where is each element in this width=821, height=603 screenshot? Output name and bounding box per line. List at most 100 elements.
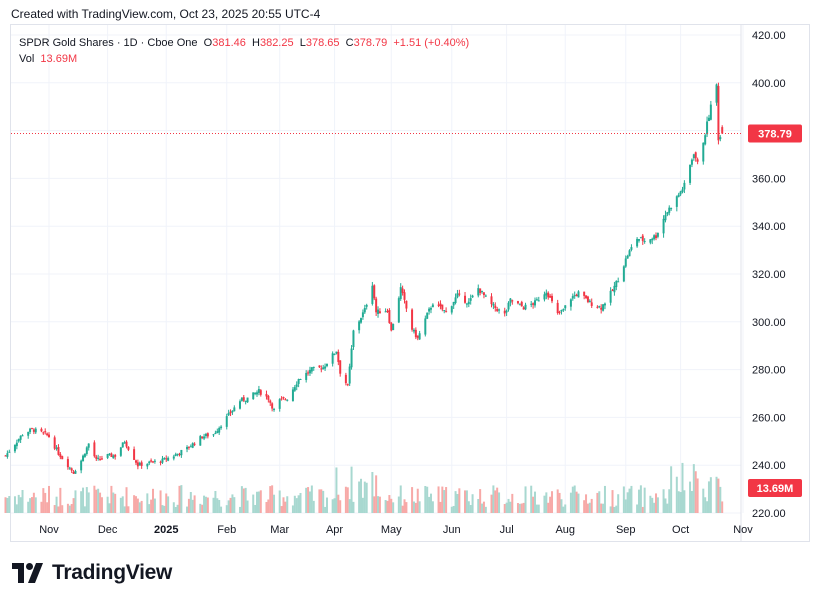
volume-bar [626,492,629,513]
candle-body [127,446,130,450]
candle-body [431,304,434,308]
volume-bar [522,502,525,513]
candle-body [333,353,336,355]
candle-body [284,399,287,401]
candle-body [670,208,673,210]
candle-body [133,449,136,460]
volume-bar [537,504,540,513]
volume-bar [458,488,461,513]
volume-bar [639,485,642,513]
candle-body [227,412,230,416]
candle-body [297,379,300,384]
tradingview-logo[interactable]: TradingView [12,561,172,585]
volume-bar [666,503,669,513]
candle-body [613,285,616,293]
candle-body [464,295,467,303]
last-price-badge-text: 378.79 [758,128,792,140]
volume-badge [748,479,802,497]
candle-body [305,372,308,380]
volume-bar [439,501,442,513]
legend-change: +1.51 (+0.40%) [393,37,470,49]
candlestick-chart[interactable]: 420.00400.00380.00360.00340.00320.00300.… [0,0,821,545]
volume-bar [518,503,521,513]
candle-body [405,300,408,309]
volume-bar [477,498,480,513]
candle-body [479,288,482,293]
volume-bar [204,496,207,513]
candle-body [388,310,391,323]
legend-volume-value: 13.69M [40,53,78,65]
volume-bar [551,491,554,513]
legend-volume-row: Vol 13.69M [19,51,469,67]
legend-symbol[interactable]: SPDR Gold Shares · 1D · Cboe One [19,37,198,49]
volume-bar [715,476,718,513]
candle-body [68,467,71,469]
volume-bar [339,500,342,513]
candle-body [220,426,223,428]
candle-body [411,309,414,330]
candle-body [176,453,179,455]
volume-bar [203,495,206,513]
x-tick-label: Apr [326,524,343,536]
volume-bar [238,506,241,513]
candle-body [167,457,170,461]
volume-bar [55,496,58,513]
candle-body [348,366,351,384]
candle-body [74,470,77,474]
candle-body [690,159,693,165]
volume-bar [628,488,631,513]
volume-bar [310,485,313,513]
candle-body [428,308,431,312]
candle-body [560,309,563,312]
y-tick-label: 220.00 [752,508,786,520]
volume-bar [30,497,33,513]
candle-body [694,152,697,159]
candle-body [452,301,455,306]
volume-bar [286,496,289,513]
candle-body [55,447,58,449]
candle-body [361,312,364,318]
candle-body [119,447,122,456]
volume-bar [611,490,614,513]
candle-body [562,309,565,311]
candle-body [585,295,588,299]
volume-bar [624,499,627,513]
volume-bar [556,489,559,513]
volume-bar [48,485,50,513]
candle-body [350,348,353,368]
legend-volume-label: Vol [19,53,35,65]
candle-body [363,307,366,313]
candle-body [267,395,270,400]
candle-body [153,460,156,462]
candle-body [233,407,236,412]
volume-bar [484,506,487,513]
volume-bar [358,481,361,513]
candle-body [34,428,37,433]
candle-body [203,436,206,439]
volume-bar [363,481,366,513]
volume-bar [586,503,589,513]
volume-bar [365,482,368,513]
volume-bar [706,501,709,513]
candle-body [458,293,461,295]
candle-body [551,295,554,302]
volume-bar [244,487,247,513]
candle-body [66,459,69,468]
volume-bar [284,501,287,513]
volume-bar [180,485,183,513]
created-with-caption: Created with TradingView.com, Oct 23, 20… [11,7,321,21]
volume-bar [547,502,550,513]
candle-body [471,295,474,298]
volume-bar [498,492,501,513]
candle-body [257,389,260,393]
candle-body [199,436,202,446]
volume-bar [187,498,190,513]
candle-body [494,305,497,309]
volume-bar [110,485,113,513]
candle-body [282,397,285,399]
volume-bar [29,498,32,513]
candle-body [558,311,561,313]
volume-bar [562,506,565,513]
candle-body [331,353,334,364]
volume-bar [295,498,298,513]
